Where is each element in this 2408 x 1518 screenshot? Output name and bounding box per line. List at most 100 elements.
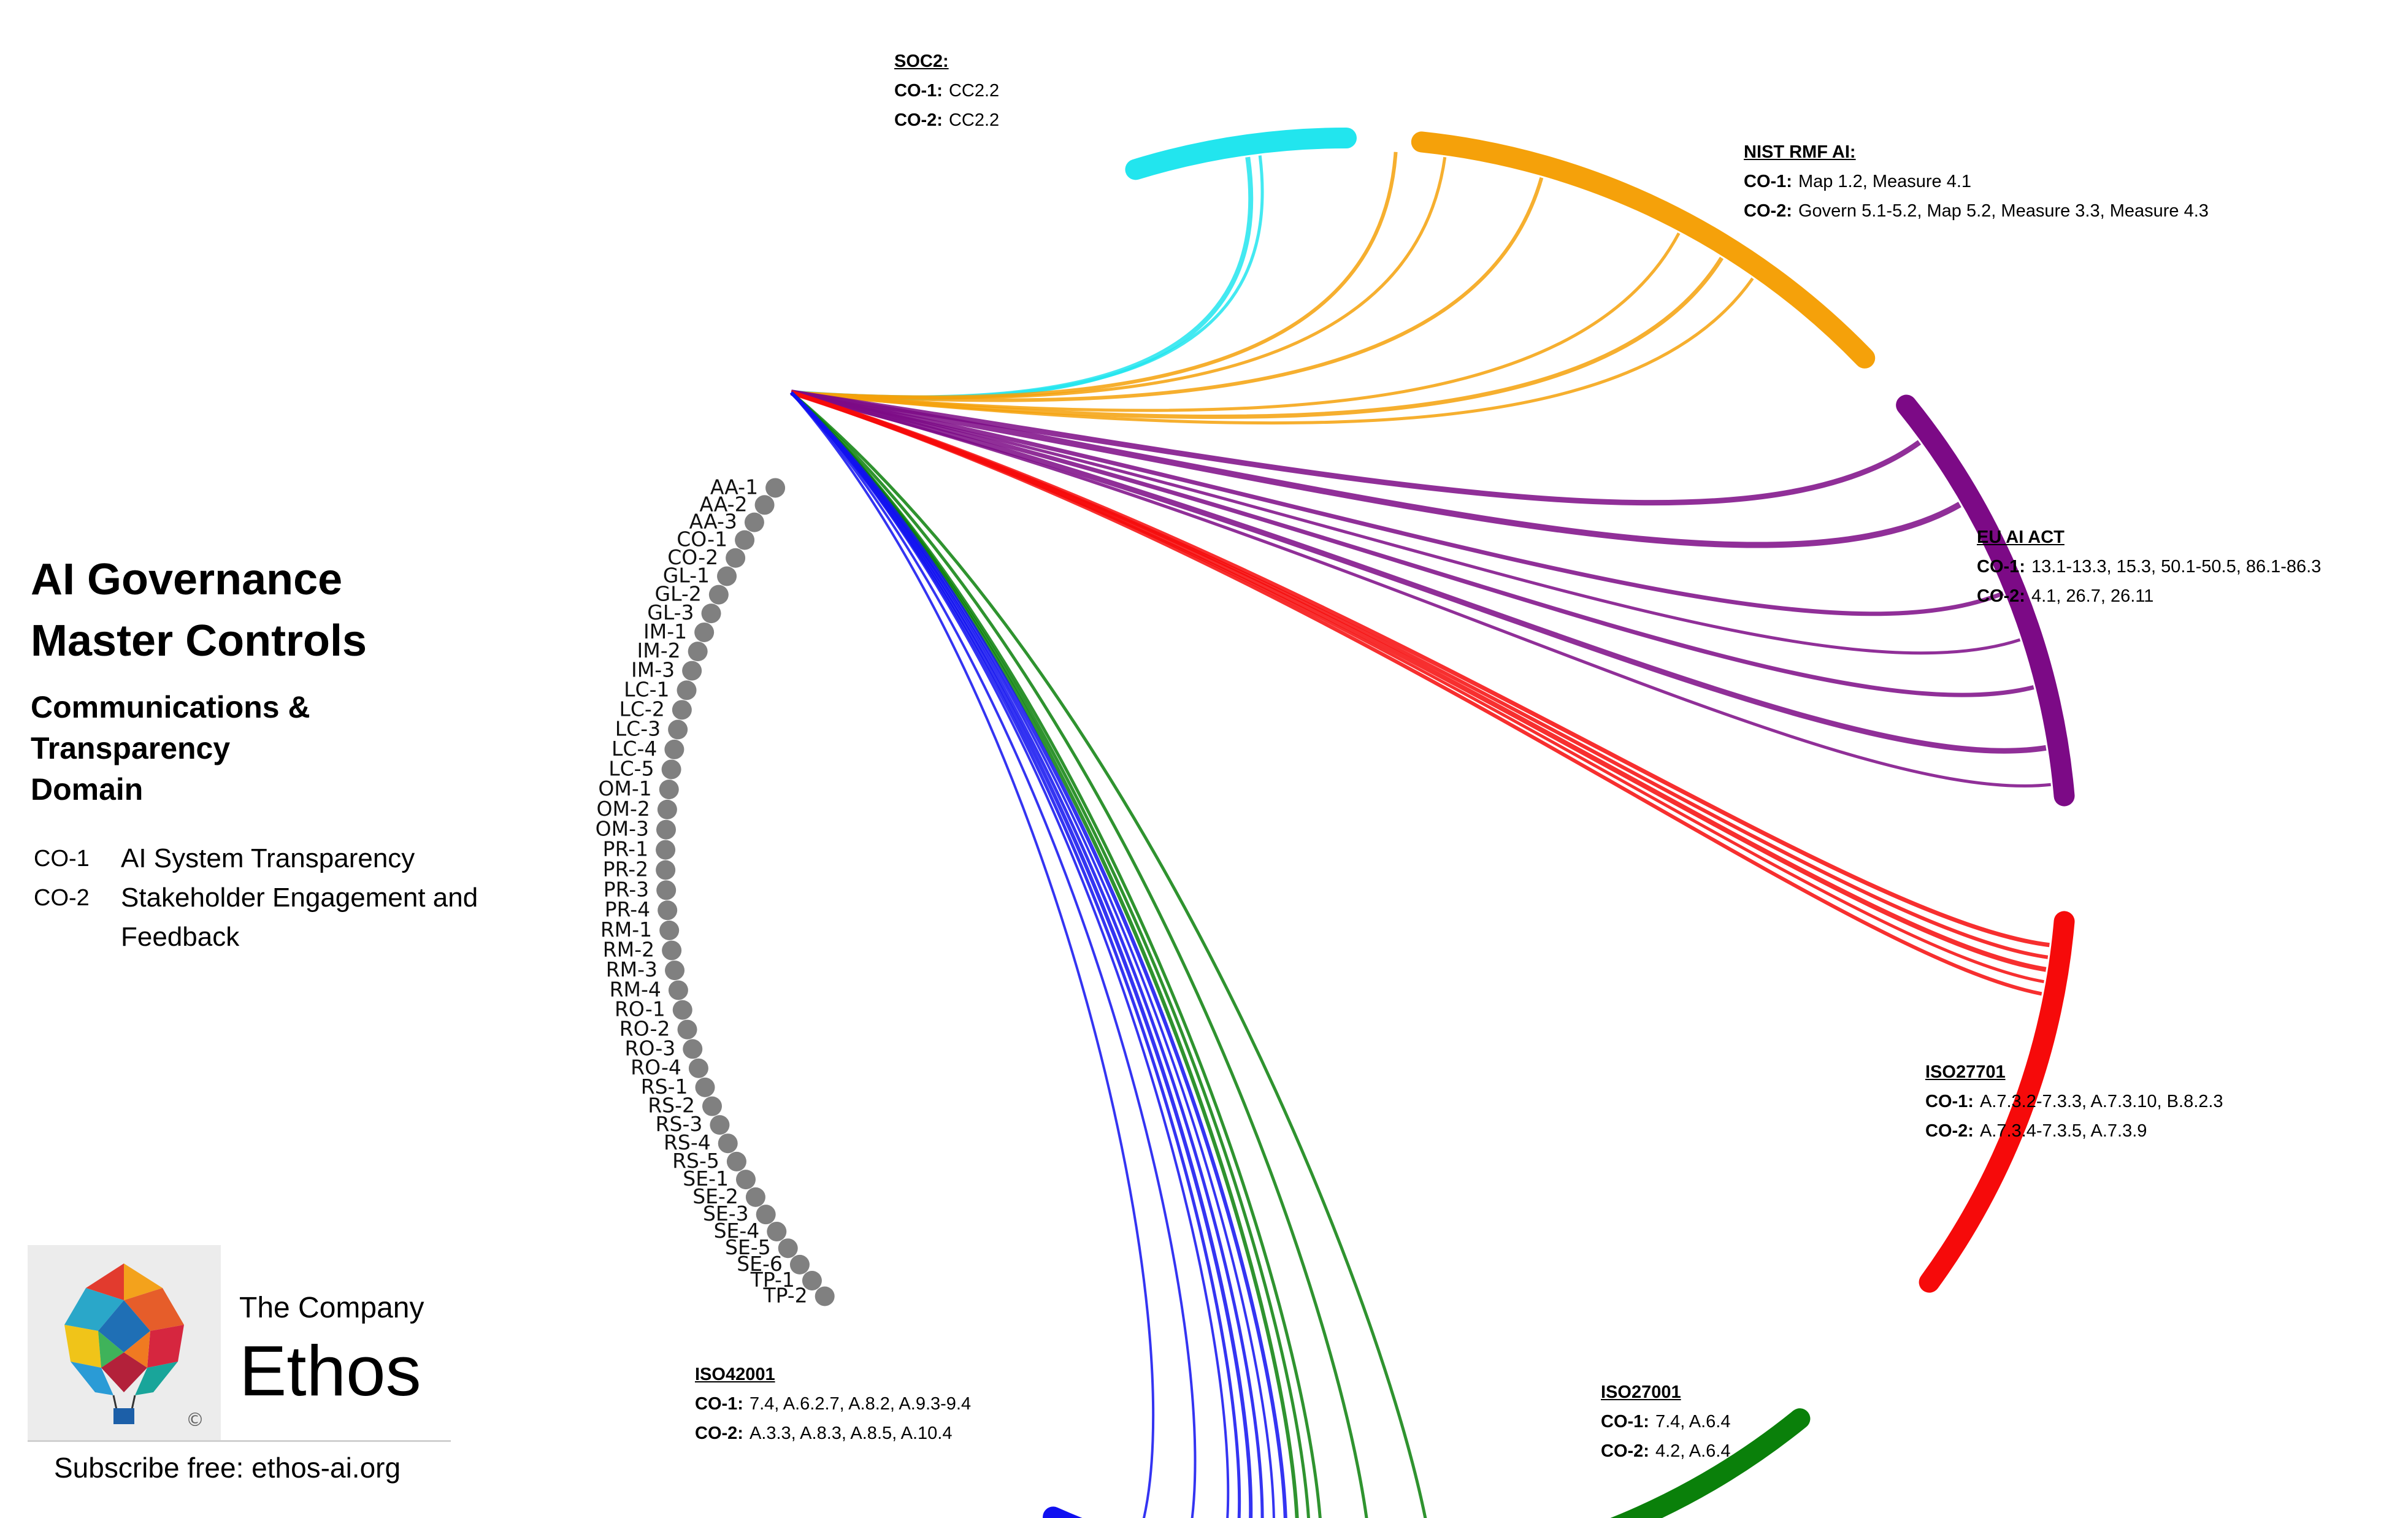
node-dot[interactable] [765, 478, 786, 498]
node-label: GL-2 [655, 582, 702, 606]
node-dot[interactable] [657, 799, 677, 819]
copyright-mark: © [186, 1409, 204, 1431]
node-dot[interactable] [677, 1019, 697, 1040]
link-iso27001 [790, 391, 1310, 1518]
link-soc2 [791, 156, 1254, 401]
node-label: SE-3 [703, 1202, 749, 1225]
node-dot[interactable] [778, 1238, 798, 1259]
node-dot[interactable] [665, 960, 685, 981]
link-iso42001 [789, 391, 1253, 1518]
node-dot[interactable] [656, 860, 676, 880]
mapping-key: CO-1: [1744, 172, 1792, 191]
link-nist [791, 177, 1544, 402]
node-label: RO-2 [619, 1017, 670, 1041]
legend-text: Stakeholder Engagement and Feedback [121, 883, 478, 952]
node-dot[interactable] [756, 1205, 776, 1225]
node-dot[interactable] [662, 940, 682, 960]
link-iso42001 [790, 391, 1230, 1518]
title-line-2: Master Controls [31, 616, 367, 665]
node-dot[interactable] [656, 840, 676, 860]
node-dot[interactable] [672, 700, 692, 720]
node-label: PR-4 [605, 897, 650, 921]
node-dot[interactable] [668, 719, 688, 740]
node-label: LC-4 [612, 737, 657, 761]
link-iso27001 [790, 391, 1368, 1518]
subtitle-line-3: Domain [31, 772, 144, 807]
mapping-value: Govern 5.1-5.2, Map 5.2, Measure 3.3, Me… [1798, 201, 2209, 221]
mapping-key: CO-1: [1925, 1092, 1974, 1111]
mapping-value: CC2.2 [948, 110, 1000, 130]
node-label: PR-3 [604, 877, 649, 901]
brand-name: Ethos [239, 1331, 421, 1411]
node-dot[interactable] [682, 661, 702, 681]
legend-item: CO-2 Stakeholder Engagement and Feedback [34, 878, 501, 957]
mapping-row: CO-1: CC2.2 [894, 76, 999, 105]
node-label: RS-1 [641, 1075, 688, 1098]
node-dot[interactable] [745, 1187, 765, 1207]
node-dot[interactable] [708, 585, 729, 605]
node-label: SE-2 [692, 1184, 738, 1208]
node-dot[interactable] [701, 604, 721, 624]
node-label: SE-4 [714, 1219, 760, 1243]
arc-group [1043, 128, 2075, 1518]
node-label: RO-3 [625, 1036, 676, 1060]
node-label: SE-6 [737, 1252, 783, 1276]
mapping-value: 4.1, 26.7, 26.11 [2031, 586, 2154, 606]
node-dot[interactable] [661, 759, 681, 780]
node-dot[interactable] [735, 1170, 756, 1190]
node-dot[interactable] [744, 512, 764, 532]
link-iso42001 [790, 391, 1264, 1518]
legend-text: AI System Transparency [121, 843, 415, 873]
node-dot[interactable] [815, 1286, 835, 1306]
node-dot[interactable] [656, 880, 677, 900]
node-dot[interactable] [668, 980, 688, 1000]
node-label: RS-4 [664, 1130, 711, 1154]
link-euai [791, 390, 2004, 616]
node-label: PR-1 [603, 837, 648, 861]
node-dot[interactable] [688, 642, 708, 662]
node-dot[interactable] [658, 900, 678, 921]
subtitle-line-2: Transparency [31, 731, 231, 765]
mapping-row: CO-1: 7.4, A.6.2.7, A.8.2, A.9.3-9.4 [695, 1389, 971, 1419]
subscribe-link[interactable]: Subscribe free: ethos-ai.org [54, 1452, 401, 1484]
node-dot[interactable] [656, 819, 677, 840]
node-dot[interactable] [659, 780, 679, 800]
link-iso42001 [790, 391, 1197, 1518]
node-label: RM-4 [610, 977, 661, 1001]
node-dot[interactable] [672, 1000, 692, 1020]
subtitle-line-1: Communications & [31, 690, 310, 724]
node-label: RM-3 [606, 957, 658, 981]
legend-item: CO-1 AI System Transparency [34, 839, 501, 878]
node-dot[interactable] [726, 548, 746, 568]
node-dot[interactable] [695, 1077, 715, 1097]
mapping-value: A.7.3.2-7.3.3, A.7.3.10, B.8.2.3 [1979, 1092, 2223, 1111]
node-label: PR-2 [603, 857, 648, 881]
node-label: RS-5 [672, 1149, 719, 1173]
node-dot[interactable] [688, 1058, 708, 1078]
node-dot[interactable] [702, 1096, 723, 1116]
node-dot[interactable] [664, 739, 684, 759]
node-dot[interactable] [659, 920, 680, 940]
node-dot[interactable] [802, 1270, 822, 1290]
node-dot[interactable] [726, 1151, 746, 1171]
node-dot[interactable] [735, 530, 755, 550]
node-dot[interactable] [677, 680, 697, 700]
mapping-key: CO-1: [695, 1394, 743, 1414]
link-euai [791, 391, 2051, 788]
node-dot[interactable] [754, 495, 775, 515]
node-dot[interactable] [718, 1133, 738, 1154]
node-dot[interactable] [710, 1115, 730, 1135]
node-dot[interactable] [717, 566, 737, 586]
link-iso42001 [790, 391, 1241, 1518]
mapping-row: CO-2: A.3.3, A.8.3, A.8.5, A.10.4 [695, 1419, 971, 1448]
link-iso42001 [789, 391, 1287, 1518]
node-dot[interactable] [789, 1254, 810, 1275]
node-label: LC-1 [624, 677, 669, 701]
node-label: AA-3 [689, 510, 737, 534]
node-dot[interactable] [694, 622, 715, 642]
control-legend: CO-1 AI System Transparency CO-2 Stakeho… [34, 839, 501, 957]
node-dot[interactable] [767, 1221, 787, 1241]
node-dot[interactable] [683, 1039, 703, 1059]
node-label: SE-1 [683, 1167, 729, 1190]
